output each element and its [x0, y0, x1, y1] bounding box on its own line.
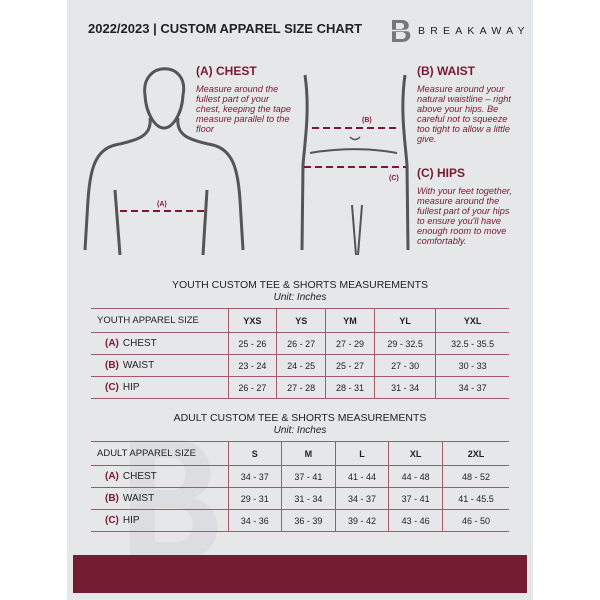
header-cell: L: [334, 441, 389, 466]
header-cell: YXL: [435, 308, 509, 333]
marker-a: (A): [157, 201, 167, 208]
header-cell: S: [227, 441, 282, 466]
waist-description: Measure around your natural waistline – …: [417, 84, 511, 144]
measure-label: (C) HIP: [91, 376, 228, 399]
brand-name: BREAKAWAY: [418, 25, 530, 37]
value-cell: 44 - 48: [388, 465, 443, 488]
adult-table-title: ADULT CUSTOM TEE & SHORTS MEASUREMENTS: [173, 412, 427, 424]
measure-label: (B) WAIST: [91, 487, 228, 510]
header-cell: 2XL: [441, 441, 509, 466]
marker-c: (C): [389, 175, 399, 182]
measure-name: WAIST: [122, 360, 155, 371]
value-cell: 34 - 37: [435, 376, 509, 399]
header-cell: YXS: [227, 308, 277, 333]
value-cell: 31 - 34: [373, 376, 436, 399]
value-cell: 41 - 45.5: [441, 487, 509, 510]
value-cell: 27 - 28: [276, 376, 326, 399]
table-row: (C) HIP 34 - 36 36 - 39 39 - 42 43 - 46 46 - 5…: [91, 509, 509, 532]
measure-code: (A): [105, 471, 119, 482]
value-cell: 34 - 37: [334, 487, 389, 510]
value-cell: 34 - 37: [227, 465, 282, 488]
measure-code: (C): [105, 382, 119, 393]
chest-heading: (A) CHEST: [196, 64, 257, 78]
header-cell: YM: [325, 308, 375, 333]
value-cell: 24 - 25: [276, 354, 326, 377]
table-header-row: YOUTH APPAREL SIZE YXS YS YM YL YXL: [91, 308, 509, 333]
youth-table-title: YOUTH CUSTOM TEE & SHORTS MEASUREMENTS: [171, 279, 429, 291]
measure-code: (C): [105, 515, 119, 526]
measure-label: (A) CHEST: [91, 332, 228, 355]
header-cell: YL: [373, 308, 436, 333]
value-cell: 27 - 30: [373, 354, 436, 377]
header-cell: ADULT APPAREL SIZE: [91, 441, 228, 466]
value-cell: 36 - 39: [281, 509, 336, 532]
measure-name: HIP: [122, 382, 140, 393]
measure-code: (B): [105, 493, 119, 504]
value-cell: 30 - 33: [435, 354, 509, 377]
header-cell: YOUTH APPAREL SIZE: [91, 308, 228, 333]
measure-label: (C) HIP: [91, 509, 228, 532]
table-row: (C) HIP 26 - 27 27 - 28 28 - 31 31 - 34 34 - 3…: [91, 376, 509, 399]
adult-size-table: ADULT APPAREL SIZE S M L XL 2XL (A) CHEST 34 - 3…: [91, 441, 509, 532]
header-cell: XL: [388, 441, 443, 466]
chest-description: Measure around the fullest part of your …: [196, 84, 292, 134]
value-cell: 34 - 36: [227, 509, 282, 532]
value-cell: 29 - 32.5: [373, 332, 436, 355]
header-cell: YS: [276, 308, 326, 333]
measure-name: HIP: [122, 515, 140, 526]
value-cell: 26 - 27: [276, 332, 326, 355]
value-cell: 43 - 46: [388, 509, 443, 532]
measure-name: CHEST: [122, 338, 157, 349]
header-cell: M: [281, 441, 336, 466]
hips-description: With your feet together, measure around …: [417, 186, 512, 246]
value-cell: 48 - 52: [441, 465, 509, 488]
hips-heading: (C) HIPS: [417, 166, 465, 180]
value-cell: 29 - 31: [227, 487, 282, 510]
table-header-row: ADULT APPAREL SIZE S M L XL 2XL: [91, 441, 509, 466]
value-cell: 37 - 41: [281, 465, 336, 488]
value-cell: 37 - 41: [388, 487, 443, 510]
measure-label: (A) CHEST: [91, 465, 228, 488]
page-title: 2022/2023 | CUSTOM APPAREL SIZE CHART: [88, 21, 363, 36]
table-row: (B) WAIST 29 - 31 31 - 34 34 - 37 37 - 41 41 -…: [91, 487, 509, 510]
value-cell: 26 - 27: [227, 376, 277, 399]
body-measurement-figures: (A) (B) (C): [83, 67, 410, 256]
value-cell: 41 - 44: [334, 465, 389, 488]
value-cell: 25 - 26: [227, 332, 277, 355]
value-cell: 32.5 - 35.5: [435, 332, 509, 355]
value-cell: 46 - 50: [441, 509, 509, 532]
value-cell: 31 - 34: [281, 487, 336, 510]
youth-unit: Unit: Inches: [273, 292, 327, 303]
value-cell: 28 - 31: [325, 376, 375, 399]
measure-name: CHEST: [122, 471, 157, 482]
measure-label: (B) WAIST: [91, 354, 228, 377]
youth-size-table: YOUTH APPAREL SIZE YXS YS YM YL YXL (A) CHEST 25…: [91, 308, 509, 399]
value-cell: 25 - 27: [325, 354, 375, 377]
adult-unit: Unit: Inches: [273, 425, 327, 436]
table-row: (B) WAIST 23 - 24 24 - 25 25 - 27 27 - 30 30 -…: [91, 354, 509, 377]
measure-code: (A): [105, 338, 119, 349]
value-cell: 23 - 24: [227, 354, 277, 377]
waist-heading: (B) WAIST: [417, 64, 475, 78]
measure-name: WAIST: [122, 493, 155, 504]
value-cell: 27 - 29: [325, 332, 375, 355]
breakaway-logo: [386, 20, 411, 42]
table-row: (A) CHEST 25 - 26 26 - 27 27 - 29 29 - 32.5 32…: [91, 332, 509, 355]
table-row: (A) CHEST 34 - 37 37 - 41 41 - 44 44 - 48 48 -…: [91, 465, 509, 488]
marker-b: (B): [362, 117, 372, 124]
value-cell: 39 - 42: [334, 509, 389, 532]
footer-bar: [73, 555, 527, 593]
measure-code: (B): [105, 360, 119, 371]
